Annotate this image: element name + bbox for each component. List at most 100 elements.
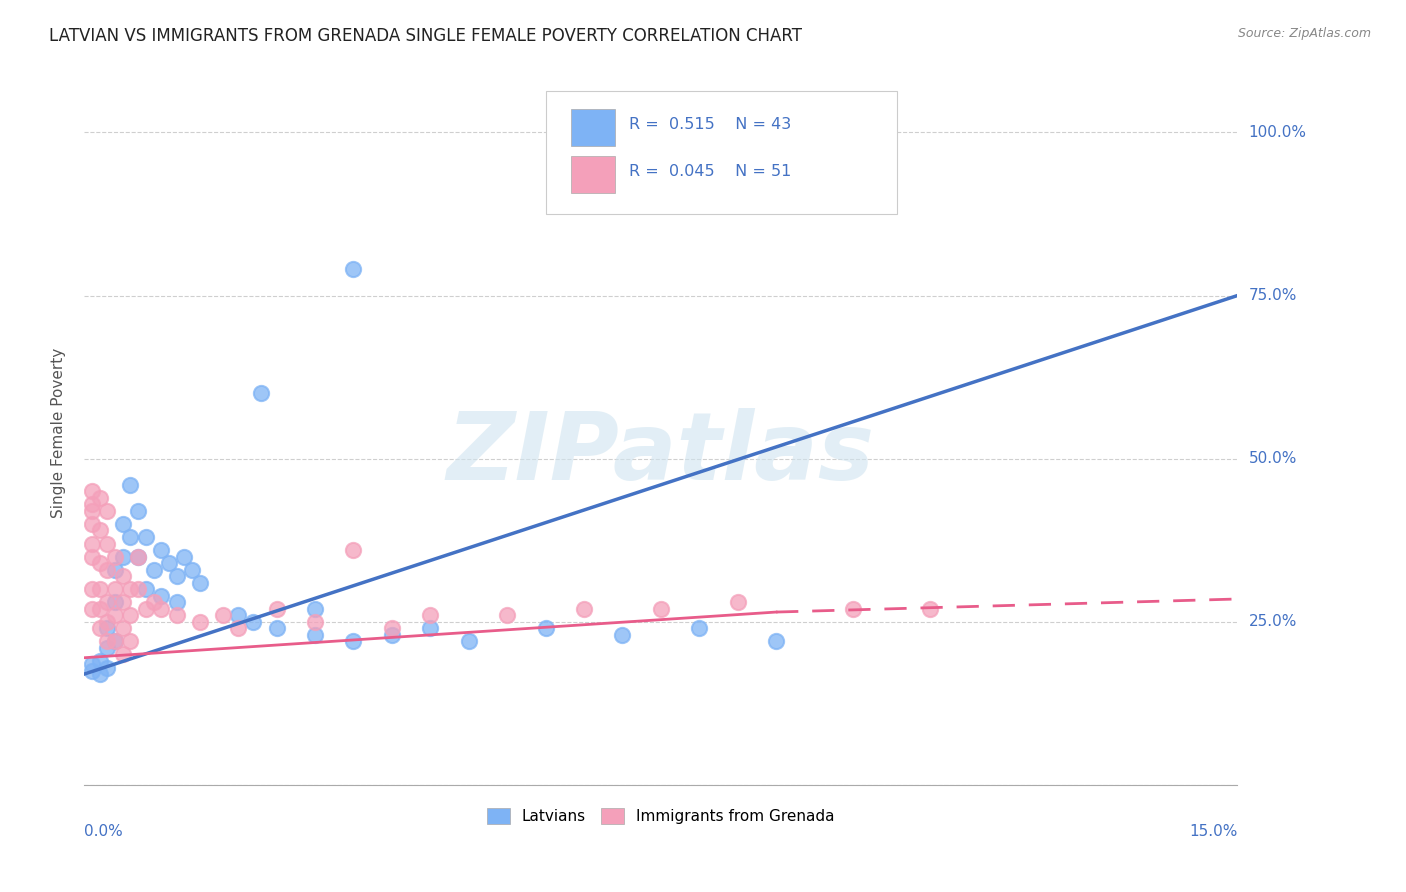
FancyBboxPatch shape xyxy=(546,91,897,214)
Text: ZIPatlas: ZIPatlas xyxy=(447,408,875,500)
Point xyxy=(111,648,134,662)
Point xyxy=(342,543,364,558)
Point xyxy=(342,262,364,277)
Point xyxy=(127,504,149,518)
Point xyxy=(135,582,157,597)
Point xyxy=(688,621,710,635)
Point xyxy=(211,608,233,623)
Point xyxy=(96,640,118,655)
Point xyxy=(650,602,672,616)
Point xyxy=(104,634,127,648)
Point xyxy=(166,569,188,583)
Point xyxy=(188,575,211,590)
Point xyxy=(304,628,326,642)
Point xyxy=(242,615,264,629)
Point xyxy=(89,621,111,635)
Point xyxy=(80,504,103,518)
Point xyxy=(111,549,134,564)
Point xyxy=(457,634,479,648)
Text: 75.0%: 75.0% xyxy=(1249,288,1296,303)
Point xyxy=(419,621,441,635)
Point xyxy=(181,563,204,577)
Point xyxy=(104,563,127,577)
Point xyxy=(120,530,142,544)
Point xyxy=(150,589,173,603)
Point xyxy=(104,634,127,648)
Point xyxy=(127,549,149,564)
Point xyxy=(142,563,165,577)
Point xyxy=(96,504,118,518)
Point xyxy=(120,634,142,648)
Y-axis label: Single Female Poverty: Single Female Poverty xyxy=(51,348,66,517)
Point xyxy=(80,657,103,672)
Point xyxy=(96,595,118,609)
Point xyxy=(89,667,111,681)
Point xyxy=(111,569,134,583)
Point xyxy=(96,563,118,577)
Point xyxy=(419,608,441,623)
Point xyxy=(104,549,127,564)
Point xyxy=(120,608,142,623)
Point xyxy=(96,660,118,674)
Point xyxy=(80,536,103,550)
Point xyxy=(842,602,865,616)
Point xyxy=(89,602,111,616)
Text: R =  0.515    N = 43: R = 0.515 N = 43 xyxy=(628,117,790,132)
Point xyxy=(89,654,111,668)
Point xyxy=(381,628,404,642)
Point xyxy=(918,602,941,616)
Point xyxy=(89,491,111,505)
Point xyxy=(612,628,634,642)
Text: 100.0%: 100.0% xyxy=(1249,125,1306,140)
Point xyxy=(96,634,118,648)
Point xyxy=(304,615,326,629)
Point xyxy=(96,615,118,629)
Point xyxy=(250,386,273,401)
Point xyxy=(80,664,103,678)
Point xyxy=(89,556,111,570)
Point xyxy=(80,516,103,531)
Point xyxy=(104,595,127,609)
Point xyxy=(142,595,165,609)
Point xyxy=(572,602,595,616)
Point xyxy=(157,556,180,570)
FancyBboxPatch shape xyxy=(571,156,614,193)
Text: 0.0%: 0.0% xyxy=(84,824,124,838)
Point xyxy=(135,602,157,616)
Point xyxy=(711,171,734,186)
Point xyxy=(342,634,364,648)
Point xyxy=(173,549,195,564)
Point xyxy=(727,595,749,609)
Point xyxy=(150,543,173,558)
Point xyxy=(226,608,249,623)
Point xyxy=(89,582,111,597)
Point xyxy=(80,549,103,564)
Point xyxy=(111,595,134,609)
Point xyxy=(166,595,188,609)
Point xyxy=(80,602,103,616)
Point xyxy=(104,582,127,597)
Point xyxy=(127,549,149,564)
Point xyxy=(89,524,111,538)
Point xyxy=(111,621,134,635)
Text: LATVIAN VS IMMIGRANTS FROM GRENADA SINGLE FEMALE POVERTY CORRELATION CHART: LATVIAN VS IMMIGRANTS FROM GRENADA SINGL… xyxy=(49,27,803,45)
Point xyxy=(381,621,404,635)
Point xyxy=(266,621,288,635)
Point xyxy=(80,484,103,499)
Point xyxy=(765,634,787,648)
Point xyxy=(111,516,134,531)
Point xyxy=(96,536,118,550)
Legend: Latvians, Immigrants from Grenada: Latvians, Immigrants from Grenada xyxy=(481,802,841,830)
Point xyxy=(226,621,249,635)
Point xyxy=(188,615,211,629)
Point xyxy=(127,582,149,597)
Point xyxy=(496,608,519,623)
Text: 50.0%: 50.0% xyxy=(1249,451,1296,467)
Point xyxy=(80,497,103,511)
Point xyxy=(304,602,326,616)
Text: R =  0.045    N = 51: R = 0.045 N = 51 xyxy=(628,164,792,179)
Point xyxy=(166,608,188,623)
Point xyxy=(104,608,127,623)
Point xyxy=(80,582,103,597)
Point xyxy=(120,582,142,597)
